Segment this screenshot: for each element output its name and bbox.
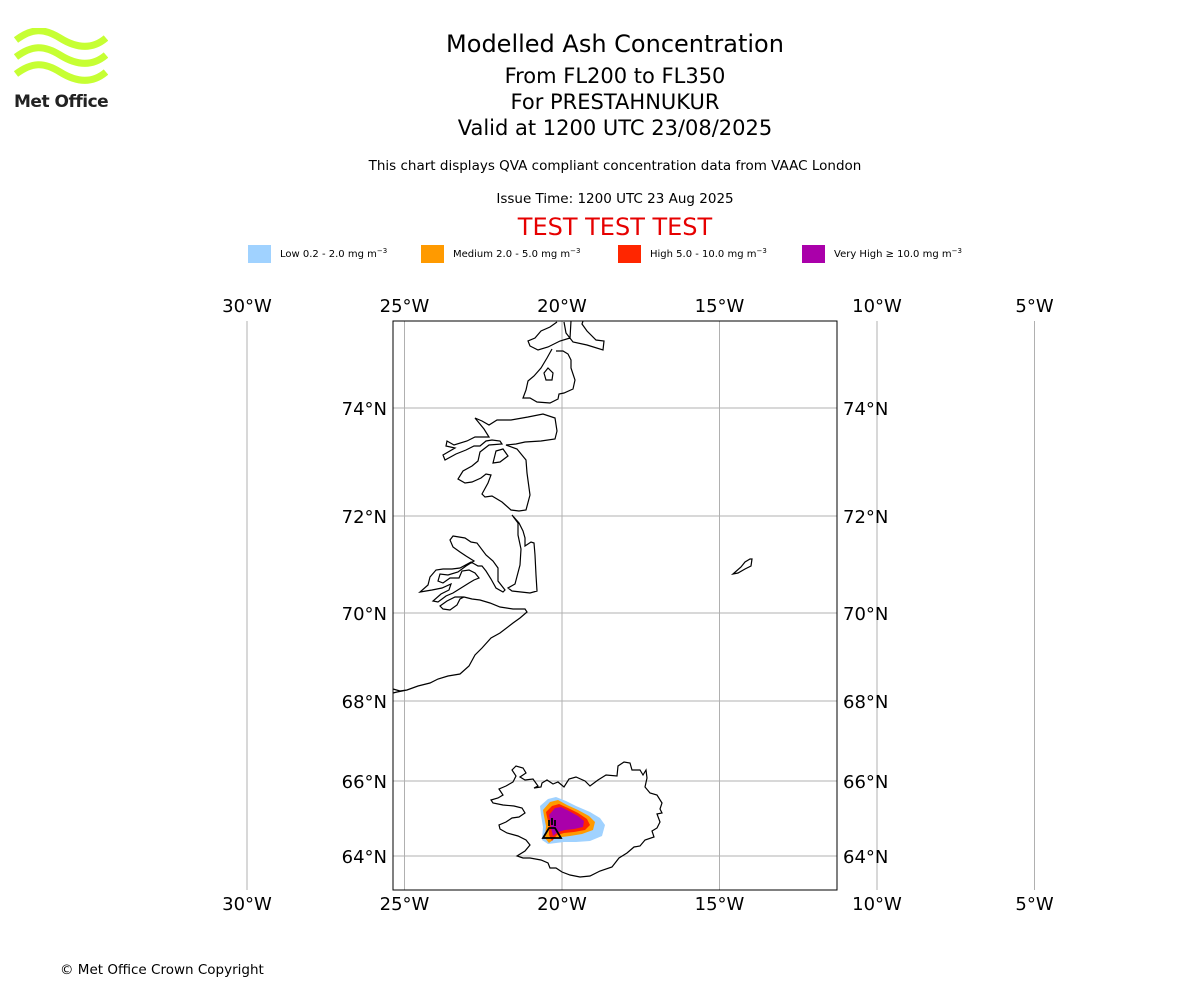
test-banner: TEST TEST TEST [517, 213, 713, 241]
legend-swatch-medium [421, 244, 444, 263]
lon-tick-label-bottom: 10°W [852, 894, 902, 915]
coastlines [392, 320, 753, 878]
lon-tick-label-bottom: 30°W [222, 894, 272, 915]
copyright-notice: © Met Office Crown Copyright [60, 962, 264, 978]
lon-tick-label-top: 15°W [695, 296, 745, 317]
legend-label-high: High 5.0 - 10.0 mg m−3 [650, 247, 767, 260]
greenland-coastline [392, 320, 605, 694]
ash-plume [540, 797, 605, 844]
lon-tick-label-bottom: 20°W [537, 894, 587, 915]
axis-tick-labels: 30°W 30°W 25°W 25°W 20°W 20°W 15°W 15°W 10°W 10°W… [222, 296, 1054, 915]
valid-time: Valid at 1200 UTC 23/08/2025 [457, 116, 773, 140]
lon-tick-label-top: 5°W [1015, 296, 1053, 317]
legend-label-medium: Medium 2.0 - 5.0 mg m−3 [453, 247, 581, 260]
legend-low: Low 0.2 - 2.0 mg m−3 [248, 244, 387, 263]
volcano-name: For PRESTAHNUKUR [510, 90, 720, 114]
lon-tick-label-top: 30°W [222, 296, 272, 317]
lat-tick-label-left: 72°N [342, 507, 387, 528]
legend-label-low: Low 0.2 - 2.0 mg m−3 [280, 247, 388, 260]
ash-plume-very-high [549, 807, 584, 836]
lat-tick-label-left: 66°N [342, 772, 387, 793]
legend-label-very-high: Very High ≥ 10.0 mg m−3 [834, 247, 962, 260]
legend-high: High 5.0 - 10.0 mg m−3 [618, 244, 767, 263]
met-office-logo [14, 28, 108, 84]
lat-tick-label-right: 66°N [843, 772, 888, 793]
legend-medium: Medium 2.0 - 5.0 mg m−3 [421, 244, 580, 263]
lon-tick-label-top: 10°W [852, 296, 902, 317]
lat-tick-label-left: 64°N [342, 847, 387, 868]
map-background [393, 321, 837, 890]
lon-tick-label-top: 25°W [380, 296, 430, 317]
lat-tick-label-right: 64°N [843, 847, 888, 868]
jan-mayen-coastline [730, 558, 753, 576]
issue-time: Issue Time: 1200 UTC 23 Aug 2025 [496, 191, 734, 207]
lat-tick-label-left: 68°N [342, 692, 387, 713]
chart-description: This chart displays QVA compliant concen… [368, 158, 862, 174]
logo-wordmark: Met Office [14, 92, 109, 112]
legend-very-high: Very High ≥ 10.0 mg m−3 [802, 244, 962, 263]
lon-tick-label-bottom: 5°W [1015, 894, 1053, 915]
lat-tick-label-left: 74°N [342, 399, 387, 420]
lat-tick-label-left: 70°N [342, 604, 387, 625]
lon-tick-label-bottom: 25°W [380, 894, 430, 915]
lat-tick-label-right: 70°N [843, 604, 888, 625]
map-frame [392, 320, 838, 891]
gridlines [246, 321, 1035, 890]
legend-swatch-low [248, 244, 271, 263]
lat-tick-label-right: 72°N [843, 507, 888, 528]
volcano-icon [541, 818, 563, 839]
lon-tick-label-bottom: 15°W [695, 894, 745, 915]
legend-swatch-high [618, 244, 641, 263]
lat-tick-label-right: 74°N [843, 399, 888, 420]
lat-tick-label-right: 68°N [843, 692, 888, 713]
lon-tick-label-top: 20°W [537, 296, 587, 317]
iceland-coastline [490, 761, 663, 878]
logo-waves-icon [14, 28, 108, 84]
flight-level-range: From FL200 to FL350 [504, 64, 726, 88]
chart-title: Modelled Ash Concentration [446, 30, 784, 58]
legend-swatch-very-high [802, 244, 825, 263]
